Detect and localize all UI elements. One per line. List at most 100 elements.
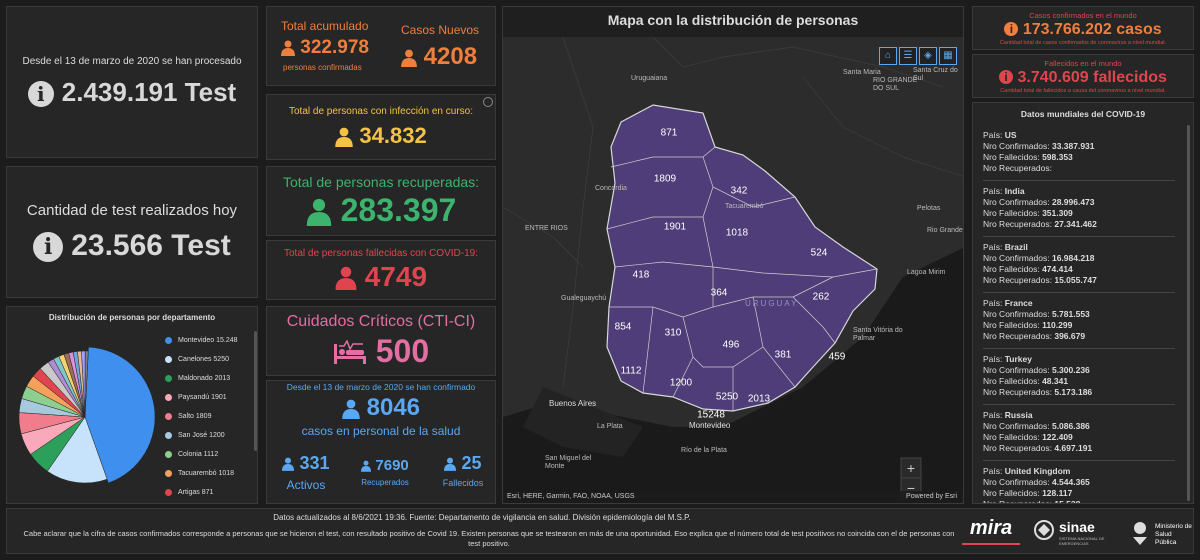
legend-label: Canelones 5250 [178,356,229,363]
map-place-label: Gualeguaychú [561,295,607,302]
country-field: Nro Recuperados: 15.055.747 [983,275,1175,286]
country-list[interactable]: País: US Nro Confirmados: 33.387.931 Nro F… [983,125,1175,504]
country-entry[interactable]: País: United Kingdom Nro Confirmados: 4.5… [983,461,1175,504]
department-count-label[interactable]: 364 [710,287,728,299]
department-count-label[interactable]: 871 [660,127,678,139]
person-icon [306,198,331,227]
info-icon: i [999,70,1014,85]
country-entry[interactable]: País: Russia Nro Confirmados: 5.086.386 Nr… [983,405,1175,461]
legend-item[interactable]: Maldonado 2013 [165,369,253,388]
health-active-value: 331 [299,453,330,473]
new-cases-value: 4208 [423,43,478,70]
list-scrollbar[interactable] [1187,125,1190,501]
country-entry[interactable]: País: Turkey Nro Confirmados: 5.300.236 Nr… [983,349,1175,405]
legend-item[interactable]: Paysandú 1901 [165,388,253,407]
department-count-label[interactable]: 1018 [725,227,749,239]
country-field-value: India [1004,186,1025,196]
total-cases-value: 322.978 [300,37,369,58]
country-field-value: 4.544.365 [1051,477,1090,487]
department-count-label[interactable]: 1809 [653,173,677,185]
legend-label: Colonia 1112 [178,451,219,458]
map-place-label: Santa Vitória do Palmar [853,327,903,342]
department-count-label[interactable]: 15248 [697,409,725,421]
country-field-label: Nro Recuperados: [983,387,1055,397]
pie-slice-canelones[interactable] [47,416,108,484]
department-pie-chart [18,346,156,484]
health-recovered-label: Recuperados [361,478,409,487]
uruguay-shape [606,104,878,412]
country-field-value: 16.984.218 [1051,253,1095,263]
department-count-label[interactable]: 1200 [669,377,693,389]
country-field-label: País: [983,466,1005,476]
legend-item[interactable]: Montevideo 15.248 [165,331,253,350]
legend-item[interactable]: Artigas 871 [165,483,253,499]
zoom-out-button[interactable]: − [906,480,916,496]
country-field: País: Brazil [983,242,1175,253]
active-cases-value: 34.832 [359,122,427,148]
country-field-value: 351.309 [1042,208,1073,218]
map-place-label: URUGUAY [745,299,799,308]
map-panel: Mapa con la distribución de personas [502,6,964,504]
country-field-label: Nro Confirmados: [983,141,1052,151]
legend-item[interactable]: Colonia 1112 [165,445,253,464]
department-count-label[interactable]: 496 [722,339,740,351]
department-count-label[interactable]: 262 [812,291,830,303]
person-icon [342,399,360,419]
department-count-label[interactable]: 310 [664,327,682,339]
home-icon[interactable]: ⌂ [879,47,897,65]
layers-icon[interactable]: ◈ [919,47,937,65]
department-count-label[interactable]: 5250 [715,391,739,403]
legend-item[interactable]: San José 1200 [165,426,253,445]
map-place-label: San Miguel del Monte [545,455,592,470]
legend-item[interactable]: Salto 1809 [165,407,253,426]
department-count-label[interactable]: 459 [828,351,846,363]
map-canvas[interactable] [503,7,964,504]
country-entry[interactable]: País: France Nro Confirmados: 5.781.553 Nr… [983,293,1175,349]
department-count-label[interactable]: 342 [730,185,748,197]
tests-total-panel: Desde el 13 de marzo de 2020 se han proc… [6,6,258,158]
recovered-label: Total de personas recuperadas: [282,173,480,190]
country-field-value: 5.300.236 [1051,365,1090,375]
pie-slice-montevideo[interactable] [84,346,156,484]
map-place-label: Santa Maria [843,69,881,76]
country-field-value: Turkey [1004,354,1032,364]
department-count-label[interactable]: 381 [774,349,792,361]
zoom-in-button[interactable]: + [906,460,916,476]
country-field-value: 15.538 [1054,499,1081,504]
legend-label: Artigas 871 [178,489,214,496]
person-icon [335,127,354,147]
expand-icon[interactable] [483,97,493,107]
list-icon[interactable]: ☰ [899,47,917,65]
department-count-label[interactable]: 1112 [620,365,642,377]
country-field: Nro Recuperados: 396.679 [983,331,1175,342]
basemap-icon[interactable]: ▦ [939,47,957,65]
department-count-label[interactable]: 418 [632,269,650,281]
country-field-label: Nro Confirmados: [983,253,1052,263]
legend-scrollbar[interactable] [254,331,257,451]
country-field-label: Nro Fallecidos: [983,152,1043,162]
country-entry[interactable]: País: Brazil Nro Confirmados: 16.984.218 N… [983,237,1175,293]
info-icon: i [27,81,54,108]
world-deaths-label: Fallecidos en el mundo [1044,58,1122,68]
country-field-value: 48.341 [1042,376,1069,386]
country-field-label: Nro Recuperados: [983,163,1052,173]
department-count-label[interactable]: 2013 [747,393,771,405]
country-field-value: 28.996.473 [1051,197,1095,207]
legend-item[interactable]: Tacuarembó 1018 [165,464,253,483]
map-place-label: Rio Grande [927,227,963,234]
map-title: Mapa con la distribución de personas [607,12,859,28]
info-icon: i [33,231,64,262]
department-count-label[interactable]: 524 [810,247,828,259]
department-count-label[interactable]: 1901 [663,221,687,233]
legend-label: San José 1200 [178,432,225,439]
pie-slice-río-negro[interactable] [84,350,89,418]
country-field: Nro Confirmados: 4.544.365 [983,477,1175,488]
country-entry[interactable]: País: US Nro Confirmados: 33.387.931 Nro F… [983,125,1175,181]
person-icon [281,40,295,56]
country-entry[interactable]: País: India Nro Confirmados: 28.996.473 Nr… [983,181,1175,237]
legend-item[interactable]: Canelones 5250 [165,350,253,369]
department-count-label[interactable]: 854 [614,321,632,333]
health-since-label: Desde el 13 de marzo de 2020 se han conf… [286,382,476,392]
map-powered-by[interactable]: Powered by Esri [906,493,957,500]
person-icon [361,460,372,472]
